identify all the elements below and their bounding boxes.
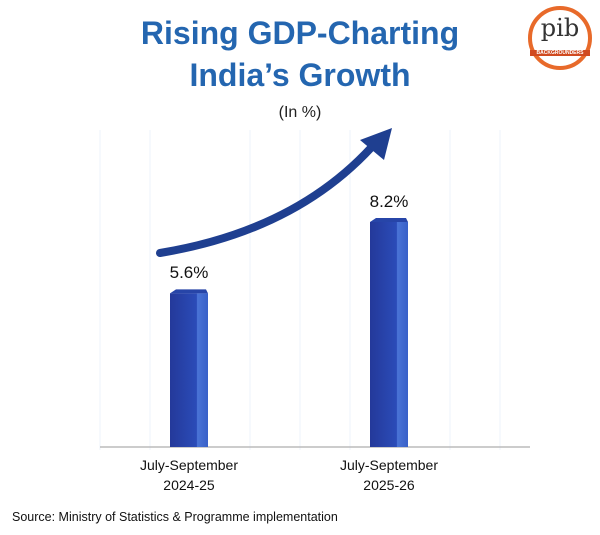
trend-arrow — [156, 136, 382, 257]
bar-cap — [370, 218, 408, 222]
chart-title: Rising GDP-Charting — [140, 15, 460, 51]
x-tick-label: July-September 2024-25 — [139, 457, 239, 493]
logo-caption: BACKGROUNDERS — [530, 50, 590, 56]
background-pattern — [99, 130, 501, 450]
bar — [170, 293, 208, 447]
x-tick-label: July-September 2025-26 — [339, 457, 439, 493]
trend-arrow-head — [360, 128, 392, 160]
logo-text: pib — [540, 14, 580, 42]
subtitle: (In %) — [278, 104, 322, 121]
logo-ring — [528, 6, 592, 70]
bar-cap — [170, 289, 208, 294]
chart-title: India’s Growth — [189, 57, 411, 93]
value-label: 5.6% — [169, 263, 209, 283]
value-label: 8.2% — [369, 192, 409, 211]
bar — [370, 222, 408, 447]
source: Source: Ministry of Statistics & Program… — [12, 510, 338, 524]
